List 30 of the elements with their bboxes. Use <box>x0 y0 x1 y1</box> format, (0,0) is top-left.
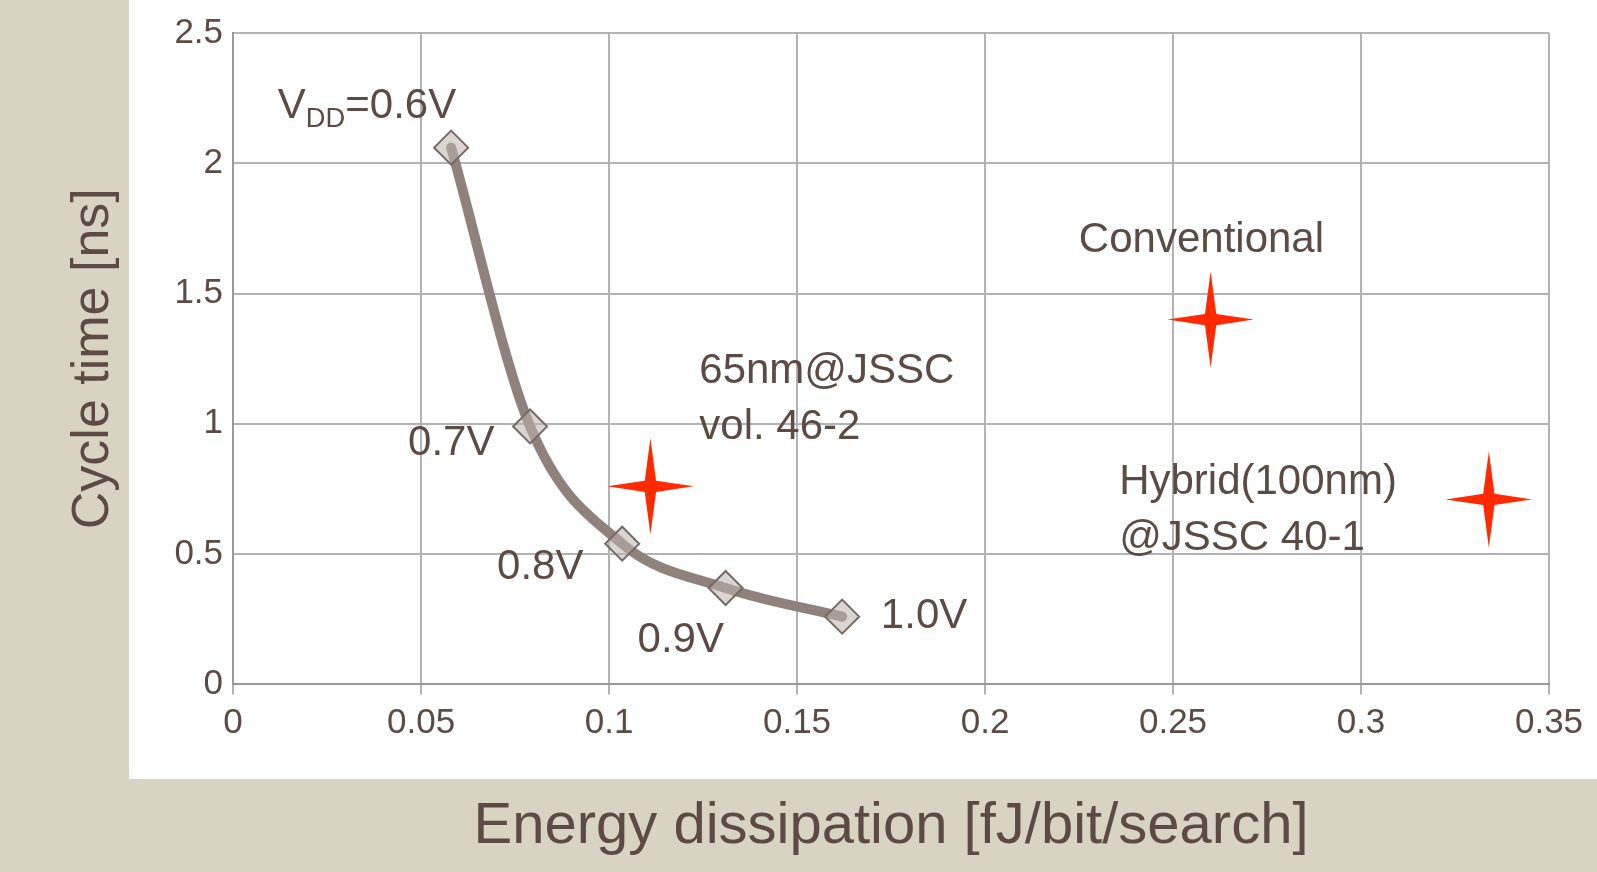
annotation: 0.7V <box>408 417 495 465</box>
x-tick-label: 0.1 <box>584 701 634 741</box>
x-tick-label: 0.05 <box>386 701 456 741</box>
x-tick-label: 0.35 <box>1514 701 1584 741</box>
point <box>824 598 861 635</box>
annotation: 0.9V <box>637 613 724 661</box>
y-tick-label: 2 <box>203 140 224 180</box>
annotation: Conventional <box>1078 213 1325 261</box>
x-tick-label: 0.2 <box>960 701 1010 741</box>
annotation: 0.8V <box>497 540 584 588</box>
x-axis-title: Energy dissipation [fJ/bit/search] <box>473 790 1309 856</box>
x-tick-label: 0.15 <box>762 701 832 741</box>
point <box>607 438 694 535</box>
x-tick-label: 0.25 <box>1138 701 1208 741</box>
annotation: 65nm@JSSC vol. 46-2 <box>699 344 955 448</box>
y-tick-label: 2.5 <box>174 10 224 50</box>
y-axis-title: Cycle time [ns] <box>60 188 119 530</box>
point <box>1167 271 1254 368</box>
point <box>433 129 470 166</box>
point <box>512 408 549 445</box>
annotation: Hybrid(100nm) @JSSC 40-1 <box>1119 455 1397 559</box>
point <box>604 525 641 562</box>
point <box>707 569 744 606</box>
point <box>1445 451 1533 548</box>
y-tick-label: 1.5 <box>174 271 224 311</box>
y-tick-label: 0 <box>203 662 224 702</box>
y-tick-label: 1 <box>203 401 224 441</box>
annotation: 1.0V <box>880 590 968 638</box>
y-tick-label: 0.5 <box>174 531 224 571</box>
x-tick-label: 0.3 <box>1336 701 1386 741</box>
